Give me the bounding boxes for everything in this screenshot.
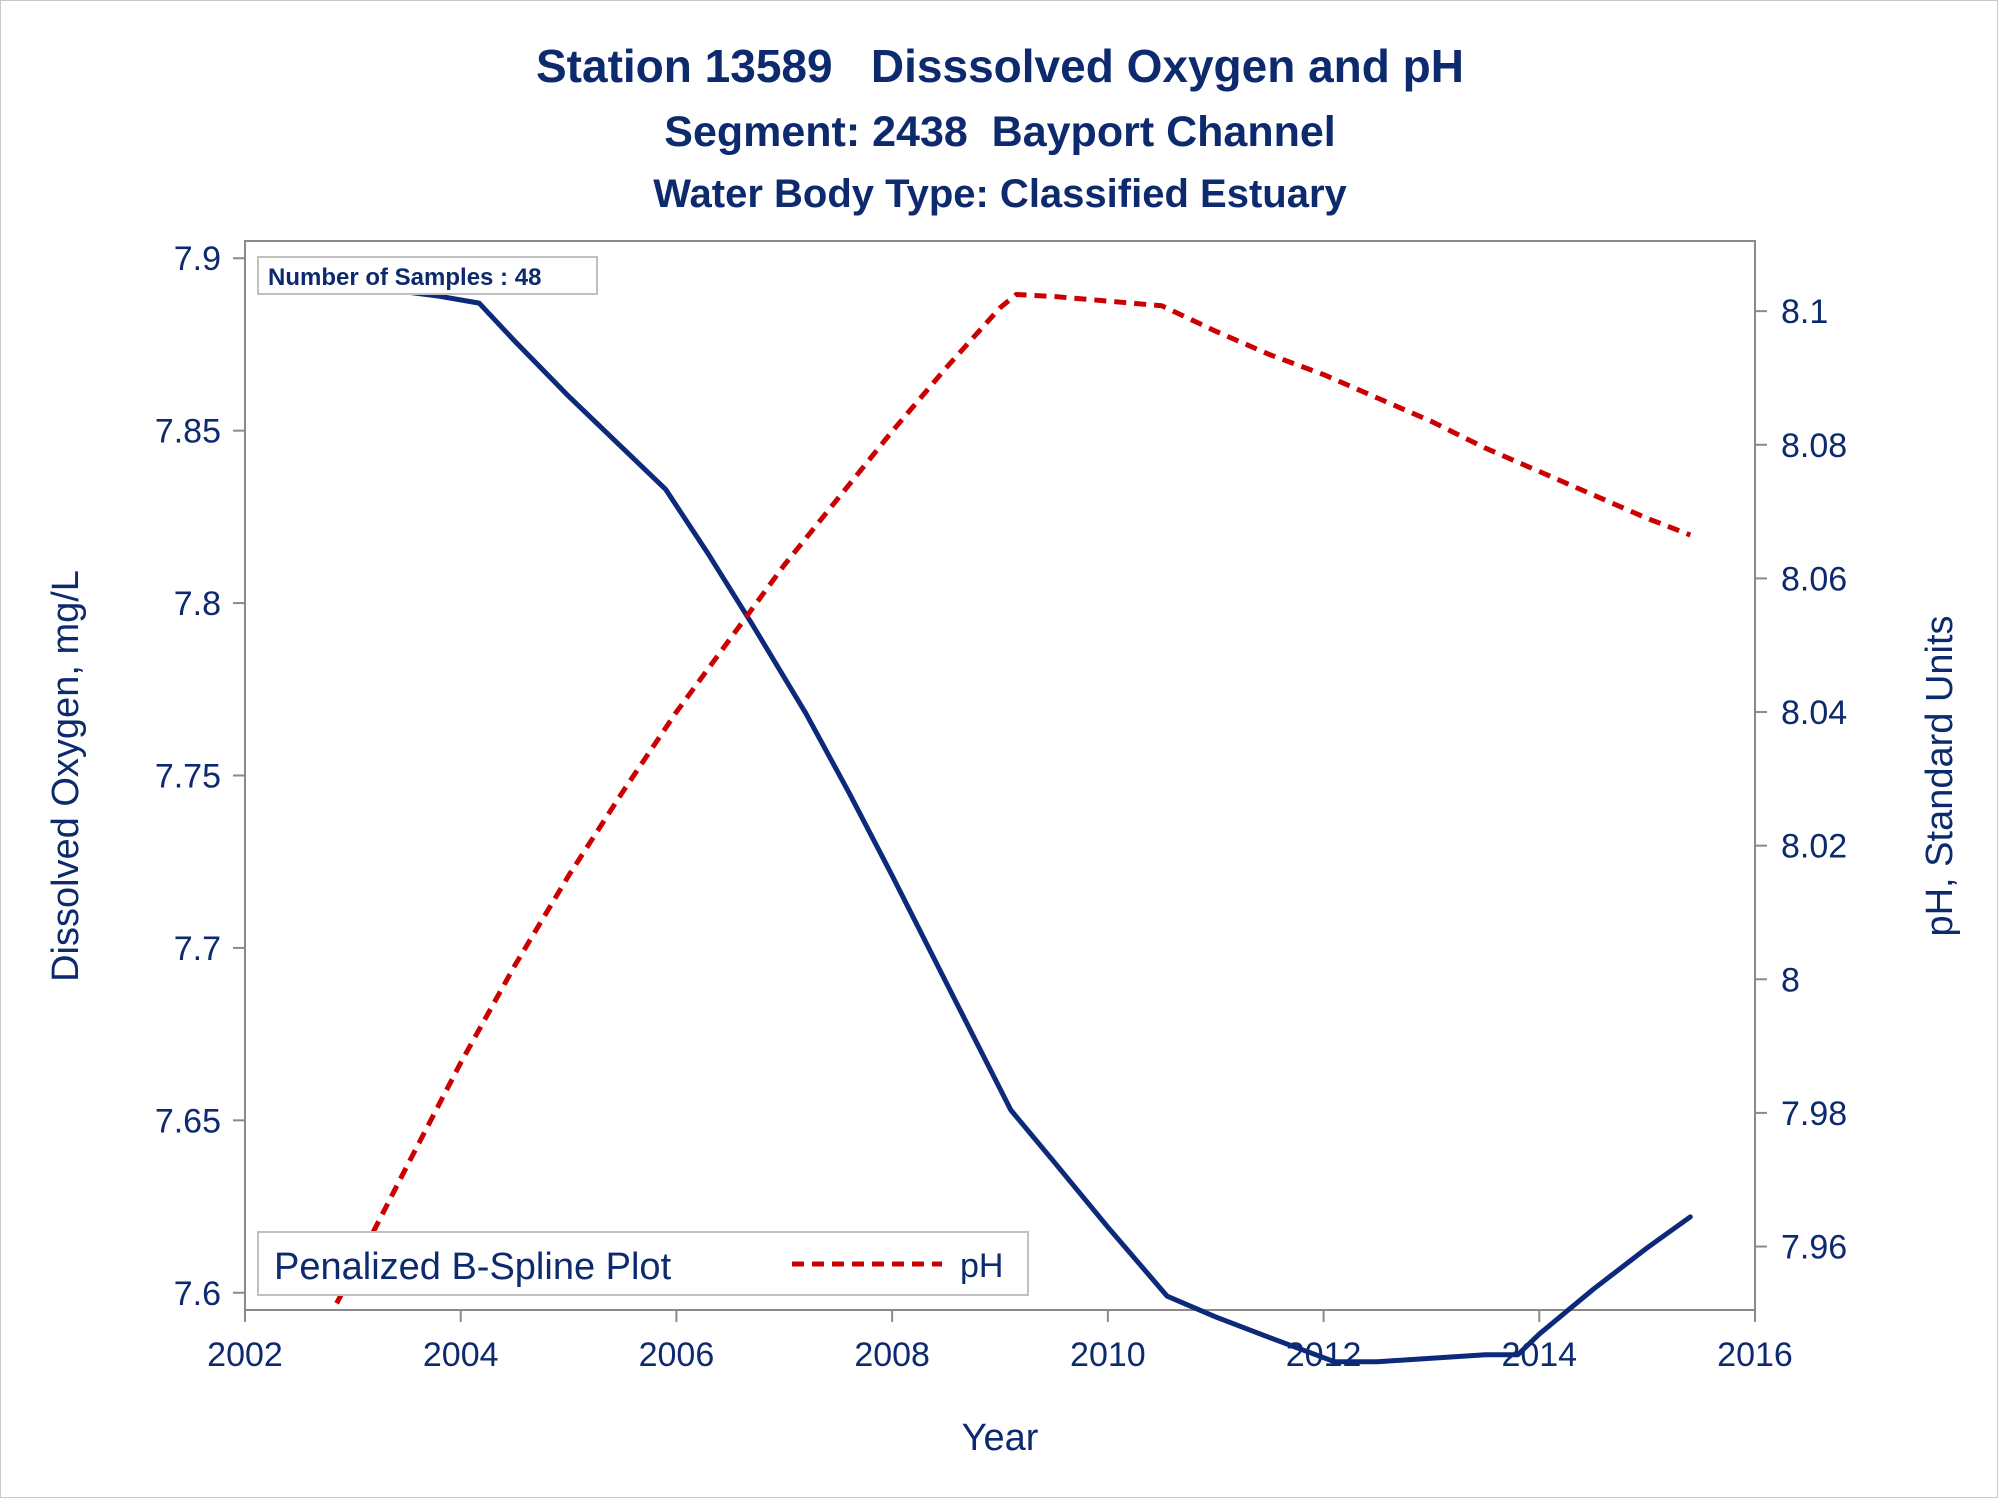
sample-count-box [257, 256, 598, 295]
y2-tick-label: 8 [1781, 961, 1800, 999]
x-tick-label: 2008 [854, 1336, 930, 1374]
y2-axis-label: pH, Standard Units [1919, 615, 1961, 936]
x-axis-label: Year [962, 1417, 1039, 1459]
chart-subtitle-2: Water Body Type: Classified Estuary [653, 172, 1347, 216]
plot-area [244, 240, 1756, 1311]
y-tick-label: 7.6 [174, 1275, 221, 1313]
y2-tick-label: 8.08 [1781, 427, 1847, 465]
ph-series-line [334, 292, 1692, 1305]
x-tick-label: 2006 [639, 1336, 715, 1374]
chart-title: Station 13589 Disssolved Oxygen and pH [536, 40, 1464, 92]
y2-tick-label: 8.06 [1781, 560, 1847, 598]
y2-tick-label: 7.98 [1781, 1095, 1847, 1133]
y-axis-label: Dissolved Oxygen, mg/L [45, 570, 87, 982]
x-tick-label: 2010 [1070, 1336, 1146, 1374]
y2-tick-label: 8.1 [1781, 293, 1828, 331]
y2-tick-label: 8.02 [1781, 828, 1847, 866]
y-axis-left: 7.6 7.65 7.7 7.75 7.8 7.85 7.9 [155, 240, 245, 1313]
legend-box [257, 1231, 1029, 1296]
y-tick-label: 7.85 [155, 413, 221, 451]
x-tick-label: 2004 [423, 1336, 499, 1374]
x-tick-label: 2002 [207, 1336, 283, 1374]
legend-ph-label: pH [960, 1247, 1003, 1285]
chart-subtitle: Segment: 2438 Bayport Channel [664, 108, 1335, 156]
sample-count-text: Number of Samples : 48 [268, 264, 541, 291]
x-axis: 2002 2004 2006 2008 2010 2012 2014 2016 [207, 1310, 1793, 1374]
y-tick-label: 7.75 [155, 758, 221, 796]
series-layer [334, 279, 1693, 1365]
y-tick-label: 7.65 [155, 1102, 221, 1140]
y-tick-label: 7.8 [174, 585, 221, 623]
legend-title: Penalized B-Spline Plot [274, 1246, 672, 1288]
dissolved-oxygen-series-line [334, 279, 1693, 1365]
x-tick-label: 2012 [1286, 1336, 1362, 1374]
y-tick-label: 7.7 [174, 930, 221, 968]
x-tick-label: 2016 [1717, 1336, 1793, 1374]
y2-tick-label: 7.96 [1781, 1229, 1847, 1267]
y-axis-right: 7.96 7.98 8 8.02 8.04 8.06 8.08 8.1 [1755, 293, 1847, 1267]
y-tick-label: 7.9 [174, 240, 221, 278]
y2-tick-label: 8.04 [1781, 694, 1847, 732]
